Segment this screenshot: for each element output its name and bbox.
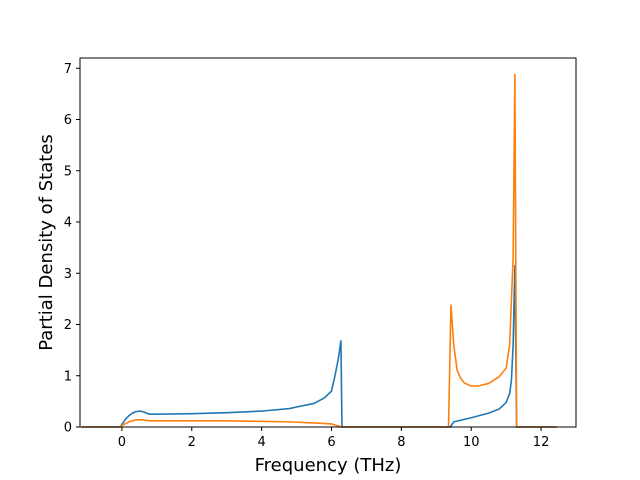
x-tick-label: 0 — [118, 435, 126, 450]
plot-frame — [79, 57, 577, 428]
x-tick-label: 2 — [188, 435, 196, 450]
y-tick-label: 2 — [64, 318, 72, 333]
y-tick-label: 1 — [64, 369, 72, 384]
y-tick-label: 5 — [64, 164, 72, 179]
x-tick-label: 8 — [397, 435, 405, 450]
y-tick-label: 4 — [64, 216, 72, 231]
x-axis-label: Frequency (THz) — [255, 455, 402, 476]
x-tick-label: 12 — [533, 435, 550, 450]
y-tick-label: 3 — [64, 267, 72, 282]
series-1-line — [81, 264, 557, 428]
y-axis-label: Partial Density of States — [36, 134, 57, 351]
y-tick-label: 0 — [64, 421, 72, 436]
x-axis-ticks: 0 2 4 6 8 10 12 — [118, 427, 550, 450]
y-tick-label: 7 — [64, 62, 72, 77]
x-tick-label: 6 — [327, 435, 335, 450]
y-tick-label: 6 — [64, 113, 72, 128]
x-tick-label: 10 — [463, 435, 480, 450]
x-tick-label: 4 — [257, 435, 265, 450]
y-axis-ticks: 0 1 2 3 4 5 6 7 — [64, 62, 80, 436]
